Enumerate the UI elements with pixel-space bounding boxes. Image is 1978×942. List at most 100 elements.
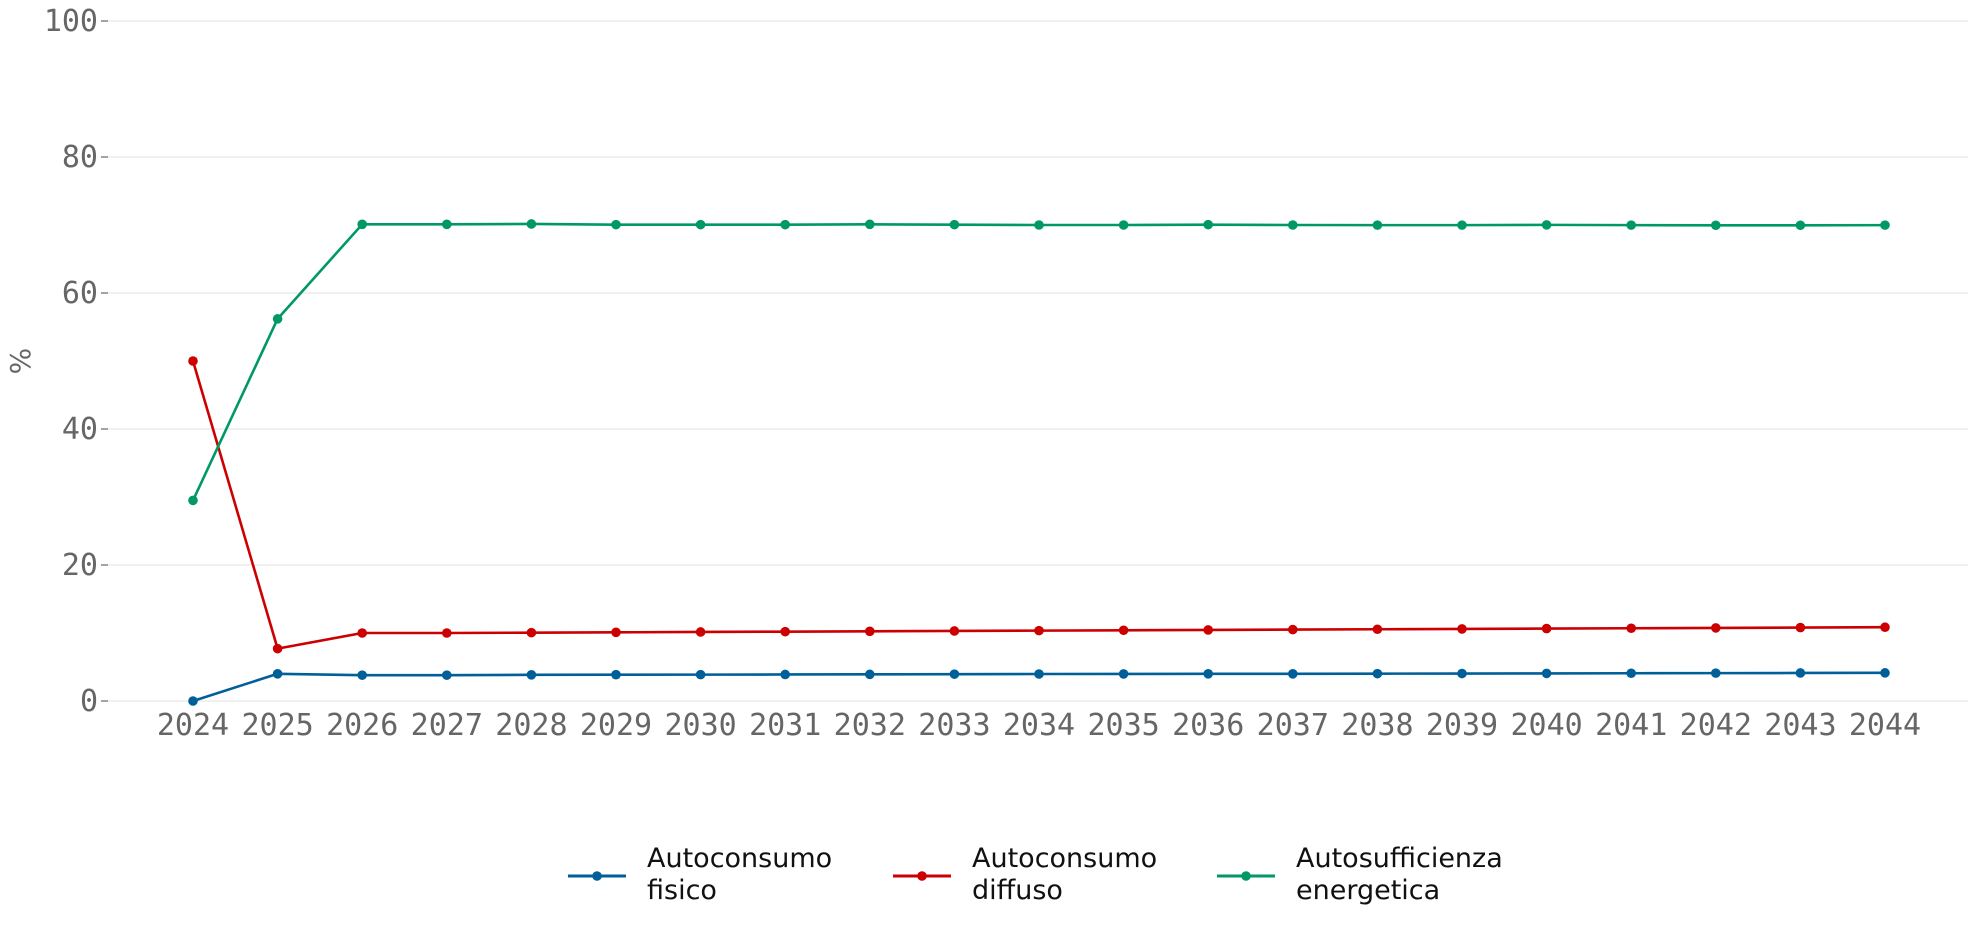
x-tick-label: 2026 [326,708,398,743]
data-point [865,626,875,637]
x-tick-label: 2042 [1680,708,1752,743]
data-point [780,626,790,637]
data-point [526,627,537,638]
series-lines [188,219,1890,706]
data-point [188,696,198,706]
data-point [1880,622,1890,633]
data-point [865,669,875,680]
data-point [1711,623,1721,633]
legend: AutoconsumofisicoAutoconsumodiffusoAutos… [568,843,1503,906]
data-point [1034,625,1044,636]
data-point [1034,669,1044,679]
data-point [442,670,452,680]
x-tick-label: 2033 [918,708,990,743]
legend-swatch-marker [1241,871,1251,881]
data-point [695,669,706,680]
data-point [611,219,621,230]
x-tick-label: 2029 [580,708,652,743]
data-point [188,356,198,366]
x-tick-label: 2027 [411,708,483,743]
legend-swatch-marker [592,871,602,881]
data-point [1541,220,1552,230]
data-point [188,495,198,506]
gridlines [108,20,1968,702]
x-tick-label: 2035 [1087,708,1159,743]
y-tick-label: 60 [62,276,98,311]
y-axis: 0 20 40 60 80 100 [44,4,108,719]
data-point [1457,668,1467,679]
data-point [1457,624,1467,634]
legend-label-line: energetica [1296,875,1440,906]
legend-label-line: diffuso [972,875,1063,906]
legend-label-line: Autosufficienza [1296,843,1503,874]
x-tick-label: 2038 [1341,708,1413,743]
data-point [1203,625,1213,635]
data-point [357,219,368,230]
series-line [191,222,1886,501]
data-point [1795,622,1806,633]
data-point [1288,220,1298,230]
x-tick-label: 2040 [1510,708,1582,743]
data-point [442,219,452,230]
data-point [1711,668,1721,678]
data-point [1288,624,1298,635]
data-point [1203,669,1213,679]
x-tick-label: 2044 [1849,708,1921,743]
data-point [526,670,537,680]
data-point [949,626,960,636]
x-tick-label: 2025 [241,708,313,743]
x-tick-label: 2032 [834,708,906,743]
data-point [442,628,452,638]
data-point [1880,668,1890,678]
data-point [1711,220,1721,231]
data-point [949,219,960,230]
data-point [1795,668,1806,678]
data-point [272,643,283,654]
data-point [357,670,368,680]
series-3 [188,219,1890,506]
data-point [780,219,790,230]
data-point [1880,220,1890,230]
data-point [1626,623,1636,634]
legend-swatch-marker [917,871,927,881]
y-tick-label: 20 [62,548,98,583]
data-point [949,669,960,679]
data-point [1626,668,1636,679]
legend-label-line: Autoconsumo [972,843,1157,874]
legend-label-line: fisico [647,875,717,906]
data-point [1288,669,1298,679]
x-tick-label: 2037 [1257,708,1329,743]
data-point [695,627,706,637]
data-point [1541,668,1552,679]
y-tick-label: 0 [80,684,98,719]
data-point [357,628,368,638]
y-tick-label: 100 [44,4,98,39]
x-tick-label: 2030 [664,708,736,743]
data-point [1795,220,1806,231]
x-tick-label: 2031 [749,708,821,743]
series-2 [188,356,1890,654]
data-point [1118,669,1129,679]
data-point [1118,625,1129,636]
data-point [1118,220,1129,230]
series-line [191,360,1886,650]
y-tick-label: 40 [62,412,98,447]
data-point [611,627,621,638]
data-point [1626,220,1636,230]
data-point [611,669,621,680]
x-tick-label: 2034 [1003,708,1075,743]
legend-label-line: Autoconsumo [647,843,832,874]
x-axis: 2024 2025 2026 2027 2028 2029 2030 2031 2032 2033… [157,708,1921,743]
y-tick-label: 80 [62,140,98,175]
data-point [526,219,537,229]
data-point [272,669,283,679]
x-tick-label: 2028 [495,708,567,743]
data-point [695,219,706,230]
x-tick-label: 2036 [1172,708,1244,743]
data-point [865,219,875,230]
